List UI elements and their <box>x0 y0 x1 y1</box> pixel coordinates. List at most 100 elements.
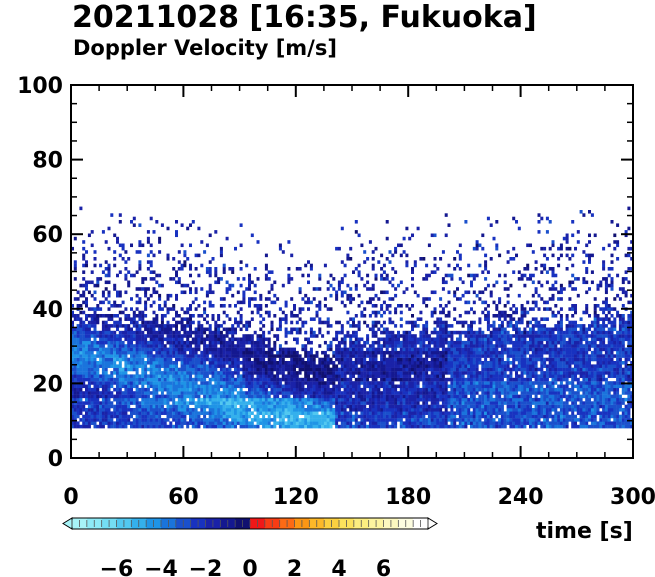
heatmap-cell <box>321 387 325 392</box>
heatmap-cell <box>298 404 302 409</box>
heatmap-cell <box>278 408 282 412</box>
heatmap-cell <box>290 377 294 382</box>
heatmap-cell <box>467 364 471 368</box>
heatmap-cell <box>419 411 423 415</box>
heatmap-cell <box>450 324 454 328</box>
heatmap-cell <box>141 421 145 425</box>
heatmap-cell <box>486 364 490 368</box>
heatmap-cell <box>93 314 97 318</box>
heatmap-cell <box>180 290 184 295</box>
heatmap-cell <box>427 394 431 399</box>
heatmap-cell <box>104 381 108 385</box>
heatmap-cell <box>402 350 406 355</box>
heatmap-cell <box>141 350 145 355</box>
heatmap-cell <box>388 304 392 308</box>
heatmap-cell <box>489 421 493 425</box>
heatmap-cell <box>408 387 412 392</box>
heatmap-cell <box>458 414 462 419</box>
heatmap-cell <box>368 364 372 368</box>
heatmap-cell <box>197 367 201 372</box>
heatmap-cell <box>166 411 170 415</box>
heatmap-cell <box>405 387 409 392</box>
heatmap-cell <box>217 401 221 405</box>
heatmap-cell <box>208 270 212 274</box>
heatmap-cell <box>208 394 212 399</box>
heatmap-cell <box>101 324 105 328</box>
heatmap-cell <box>394 364 398 368</box>
heatmap-cell <box>332 397 336 402</box>
heatmap-cell <box>323 418 327 422</box>
heatmap-cell <box>329 421 333 425</box>
heatmap-cell <box>290 384 294 389</box>
heatmap-cell <box>219 253 223 258</box>
heatmap-cell <box>71 304 75 308</box>
heatmap-cell <box>363 354 367 358</box>
heatmap-cell <box>360 243 364 248</box>
heatmap-cell <box>200 364 204 368</box>
heatmap-cell <box>444 381 448 385</box>
heatmap-cell <box>217 337 221 342</box>
heatmap-cell <box>116 418 120 422</box>
heatmap-cell <box>422 387 426 392</box>
heatmap-cell <box>394 411 398 415</box>
heatmap-cell <box>399 350 403 355</box>
heatmap-cell <box>394 340 398 345</box>
heatmap-cell <box>472 354 476 358</box>
heatmap-cell <box>287 277 291 281</box>
heatmap-cell <box>326 347 330 352</box>
heatmap-cell <box>149 361 153 365</box>
heatmap-cell <box>208 334 212 338</box>
heatmap-cell <box>242 414 246 419</box>
heatmap-cell <box>231 267 235 271</box>
heatmap-cell <box>337 330 341 335</box>
heatmap-cell <box>256 334 260 338</box>
heatmap-cell <box>90 307 94 311</box>
heatmap-cell <box>234 337 238 342</box>
heatmap-cell <box>211 344 215 348</box>
heatmap-cell <box>425 277 429 281</box>
heatmap-cell <box>132 401 136 405</box>
heatmap-cell <box>290 421 294 425</box>
heatmap-cell <box>132 418 136 422</box>
heatmap-cell <box>484 387 488 392</box>
heatmap-cell <box>242 277 246 281</box>
heatmap-cell <box>397 391 401 395</box>
heatmap-cell <box>101 350 105 355</box>
heatmap-cell <box>82 300 86 305</box>
heatmap-cell <box>332 384 336 389</box>
heatmap-cell <box>377 374 381 378</box>
heatmap-cell <box>152 408 156 412</box>
heatmap-cell <box>200 404 204 409</box>
heatmap-cell <box>180 401 184 405</box>
heatmap-cell <box>203 391 207 395</box>
heatmap-cell <box>90 371 94 375</box>
heatmap-cell <box>461 364 465 368</box>
heatmap-cell <box>239 374 243 378</box>
heatmap-cell <box>253 290 257 295</box>
heatmap-cell <box>394 414 398 419</box>
heatmap-cell <box>343 354 347 358</box>
heatmap-cell <box>152 364 156 368</box>
heatmap-cell <box>447 371 451 375</box>
heatmap-cell <box>380 273 384 278</box>
heatmap-cell <box>337 354 341 358</box>
heatmap-cell <box>197 314 201 318</box>
heatmap-cell <box>135 350 139 355</box>
heatmap-cell <box>472 290 476 295</box>
heatmap-cell <box>461 344 465 348</box>
heatmap-cell <box>113 350 117 355</box>
heatmap-cell <box>357 381 361 385</box>
heatmap-cell <box>439 257 443 261</box>
heatmap-cell <box>93 374 97 378</box>
heatmap-cell <box>371 418 375 422</box>
heatmap-cell <box>231 293 235 298</box>
heatmap-cell <box>253 384 257 389</box>
heatmap-cell <box>149 250 153 254</box>
heatmap-cell <box>124 411 128 415</box>
heatmap-cell <box>318 381 322 385</box>
heatmap-cell <box>472 381 476 385</box>
heatmap-cell <box>93 418 97 422</box>
heatmap-cell <box>405 394 409 399</box>
heatmap-cell <box>144 344 148 348</box>
heatmap-cell <box>219 424 223 429</box>
